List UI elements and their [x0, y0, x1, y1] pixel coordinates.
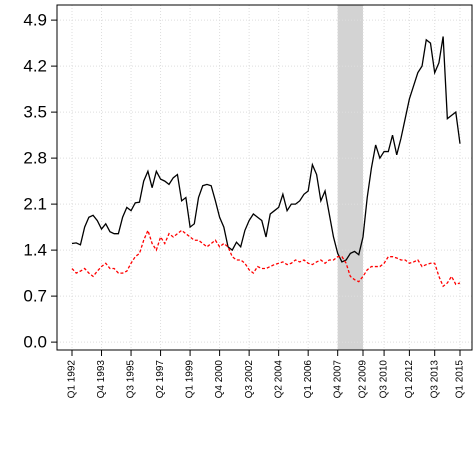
x-tick-label: Q3 2002: [244, 360, 255, 399]
y-tick-label: 4.9: [23, 11, 47, 30]
x-tick-label: Q2 1997: [155, 360, 166, 399]
y-tick-label: 1.4: [23, 241, 47, 260]
plot-frame: [56, 4, 473, 351]
line-series: [71, 228, 461, 288]
x-tick-label: Q4 2000: [214, 360, 225, 399]
shaded-period: [337, 5, 363, 350]
x-tick-label: Q1 1999: [185, 360, 196, 399]
y-tick-label: 0.7: [23, 287, 47, 306]
x-tick-label: Q4 1993: [96, 360, 107, 399]
x-tick-label: Q1 1992: [67, 360, 78, 399]
line-series: [71, 36, 461, 263]
x-tick-label: Q2 2004: [273, 360, 284, 399]
x-tick-label: Q1 2015: [455, 360, 466, 399]
x-tick-label: Q1 2006: [303, 360, 314, 399]
x-tick-label: Q4 2007: [332, 360, 343, 399]
y-tick-label: 0.0: [23, 333, 47, 352]
y-tick-label: 3.5: [23, 103, 47, 122]
y-tick-label: 2.8: [23, 149, 47, 168]
x-tick-label: Q3 2013: [429, 360, 440, 399]
x-tick-label: Q2 2009: [358, 360, 369, 399]
y-tick-label: 2.1: [23, 195, 47, 214]
x-tick-label: Q1 2012: [404, 360, 415, 399]
x-tick-label: Q3 2010: [379, 360, 390, 399]
x-tick-label: Q3 1995: [126, 360, 137, 399]
y-tick-label: 4.2: [23, 57, 47, 76]
